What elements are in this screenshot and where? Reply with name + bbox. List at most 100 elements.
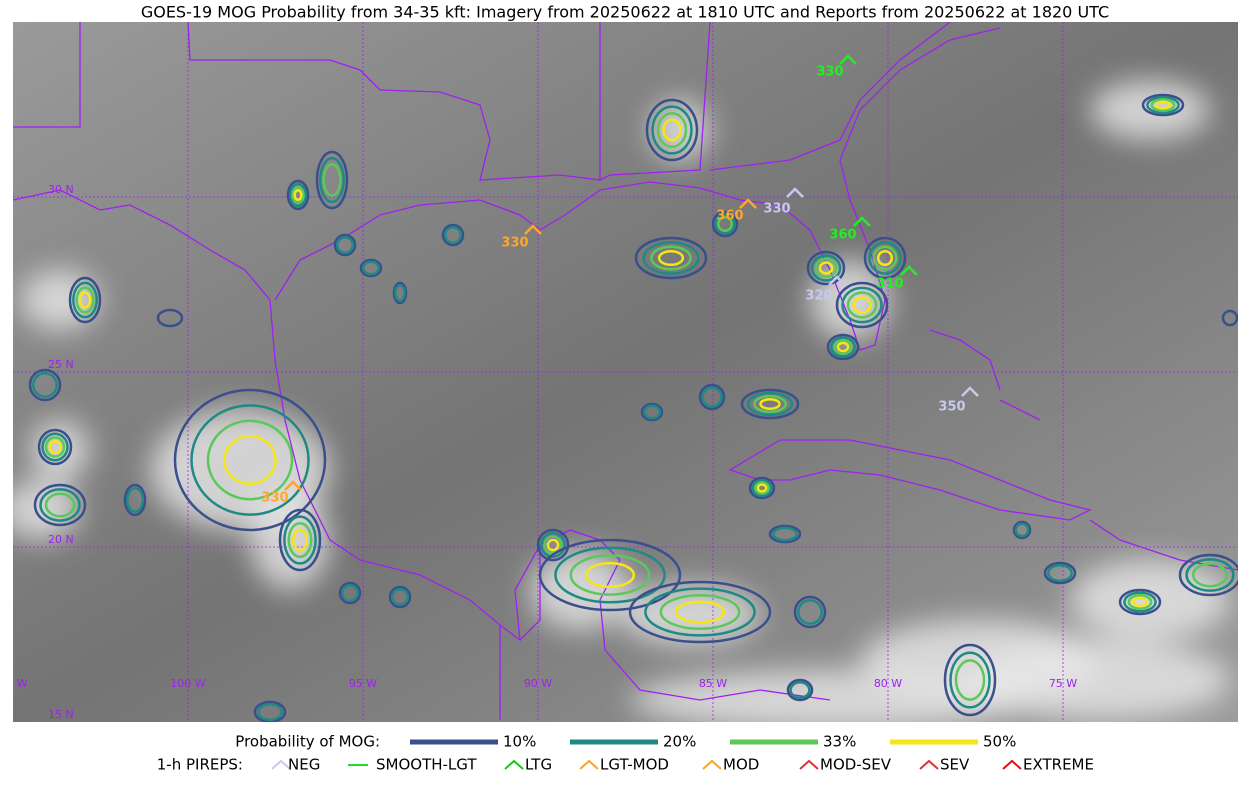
legend: Probability of MOG: 10% 20% 33% 50% 1-h PIREP… — [157, 733, 1094, 774]
legend-symbol — [504, 759, 524, 770]
contour — [173, 388, 327, 532]
contour — [835, 281, 889, 329]
lat-label: 20 N — [48, 533, 74, 546]
contour — [644, 587, 756, 637]
contour — [717, 216, 733, 232]
contour — [1123, 591, 1157, 613]
contour — [674, 600, 726, 624]
contour — [751, 478, 773, 498]
contour — [876, 249, 894, 267]
legend-title: Probability of MOG: — [235, 733, 380, 751]
contour — [754, 481, 770, 495]
lon-label: 90 W — [524, 677, 552, 690]
contour — [338, 581, 362, 605]
lon-label: 100 W — [170, 677, 205, 690]
contour — [286, 179, 310, 211]
contour — [645, 98, 699, 162]
contour — [662, 118, 682, 142]
pirep-symbol — [853, 216, 871, 227]
contour — [793, 595, 827, 629]
contour — [863, 236, 907, 280]
contour — [1150, 98, 1176, 112]
map: 30 N 25 N 20 N 15 N 105 W 100 W 95 W 90 W 85 W 80… — [13, 22, 1238, 722]
contour — [656, 111, 688, 149]
pireps: 330 360 330 330 360 320 310 350 330 — [261, 54, 979, 506]
contour — [1154, 100, 1172, 110]
contour — [125, 487, 145, 513]
contour — [1146, 95, 1180, 115]
lon-label: 85 W — [699, 677, 727, 690]
contour — [1141, 93, 1185, 117]
lat-label: 25 N — [48, 358, 74, 371]
pirep-symbol — [900, 265, 918, 276]
contour — [322, 163, 342, 197]
mog-contours — [28, 93, 1238, 722]
contour — [1047, 563, 1073, 583]
contour — [949, 651, 991, 709]
graticule — [13, 22, 1238, 722]
contour — [388, 585, 412, 609]
contour — [1221, 309, 1238, 327]
contour — [41, 432, 69, 462]
cloud — [13, 480, 80, 540]
contour — [291, 185, 305, 205]
contour — [287, 521, 313, 559]
lon-label: 95 W — [349, 677, 377, 690]
contour — [123, 483, 147, 517]
grid-labels: 30 N 25 N 20 N 15 N 105 W 100 W 95 W 90 W 85 W 80… — [13, 183, 1077, 721]
contour — [340, 583, 360, 603]
contour — [390, 587, 410, 607]
contour — [44, 492, 76, 518]
contour — [1191, 562, 1229, 588]
contour — [68, 276, 102, 324]
contour — [359, 258, 383, 278]
cloud — [630, 670, 1030, 722]
report-label: 360 — [716, 209, 743, 224]
legend-symbol — [579, 759, 599, 770]
legend-label: MOD — [723, 756, 759, 774]
contour — [657, 249, 685, 267]
contour — [75, 286, 95, 314]
report-label: 320 — [805, 289, 832, 304]
contour — [756, 483, 768, 493]
contour — [315, 150, 349, 210]
contour — [32, 372, 58, 398]
contour — [759, 397, 781, 411]
title: GOES-19 MOG Probability from 34-35 kft: … — [141, 3, 1109, 22]
contour — [830, 336, 856, 358]
contour — [642, 241, 700, 275]
contour — [826, 333, 860, 361]
contour — [78, 291, 92, 309]
contour — [28, 368, 62, 402]
contour — [394, 283, 406, 303]
contour — [714, 213, 736, 235]
contour — [293, 188, 303, 202]
contour — [748, 476, 776, 500]
legend-label: SEV — [940, 756, 970, 774]
lon-label: 75 W — [1049, 677, 1077, 690]
contour — [37, 428, 73, 466]
contour — [39, 488, 81, 522]
legend-label: LGT-MOD — [600, 756, 669, 774]
contour — [1131, 596, 1149, 608]
contour — [333, 233, 357, 257]
contour — [190, 404, 310, 516]
contour — [711, 210, 739, 238]
contour — [634, 236, 708, 280]
contour — [253, 700, 287, 722]
contour — [536, 528, 570, 562]
contour — [701, 386, 723, 408]
contour — [836, 341, 850, 353]
contour — [1012, 520, 1032, 540]
legend-label: NEG — [288, 756, 320, 774]
contour — [772, 526, 798, 542]
contour — [868, 241, 902, 275]
pirep-symbol — [786, 187, 804, 198]
contour — [1118, 588, 1162, 616]
contour — [818, 261, 834, 275]
contour — [288, 182, 308, 208]
cloud — [970, 640, 1230, 720]
contour — [651, 105, 693, 155]
contour — [283, 515, 317, 565]
contour — [872, 245, 898, 271]
